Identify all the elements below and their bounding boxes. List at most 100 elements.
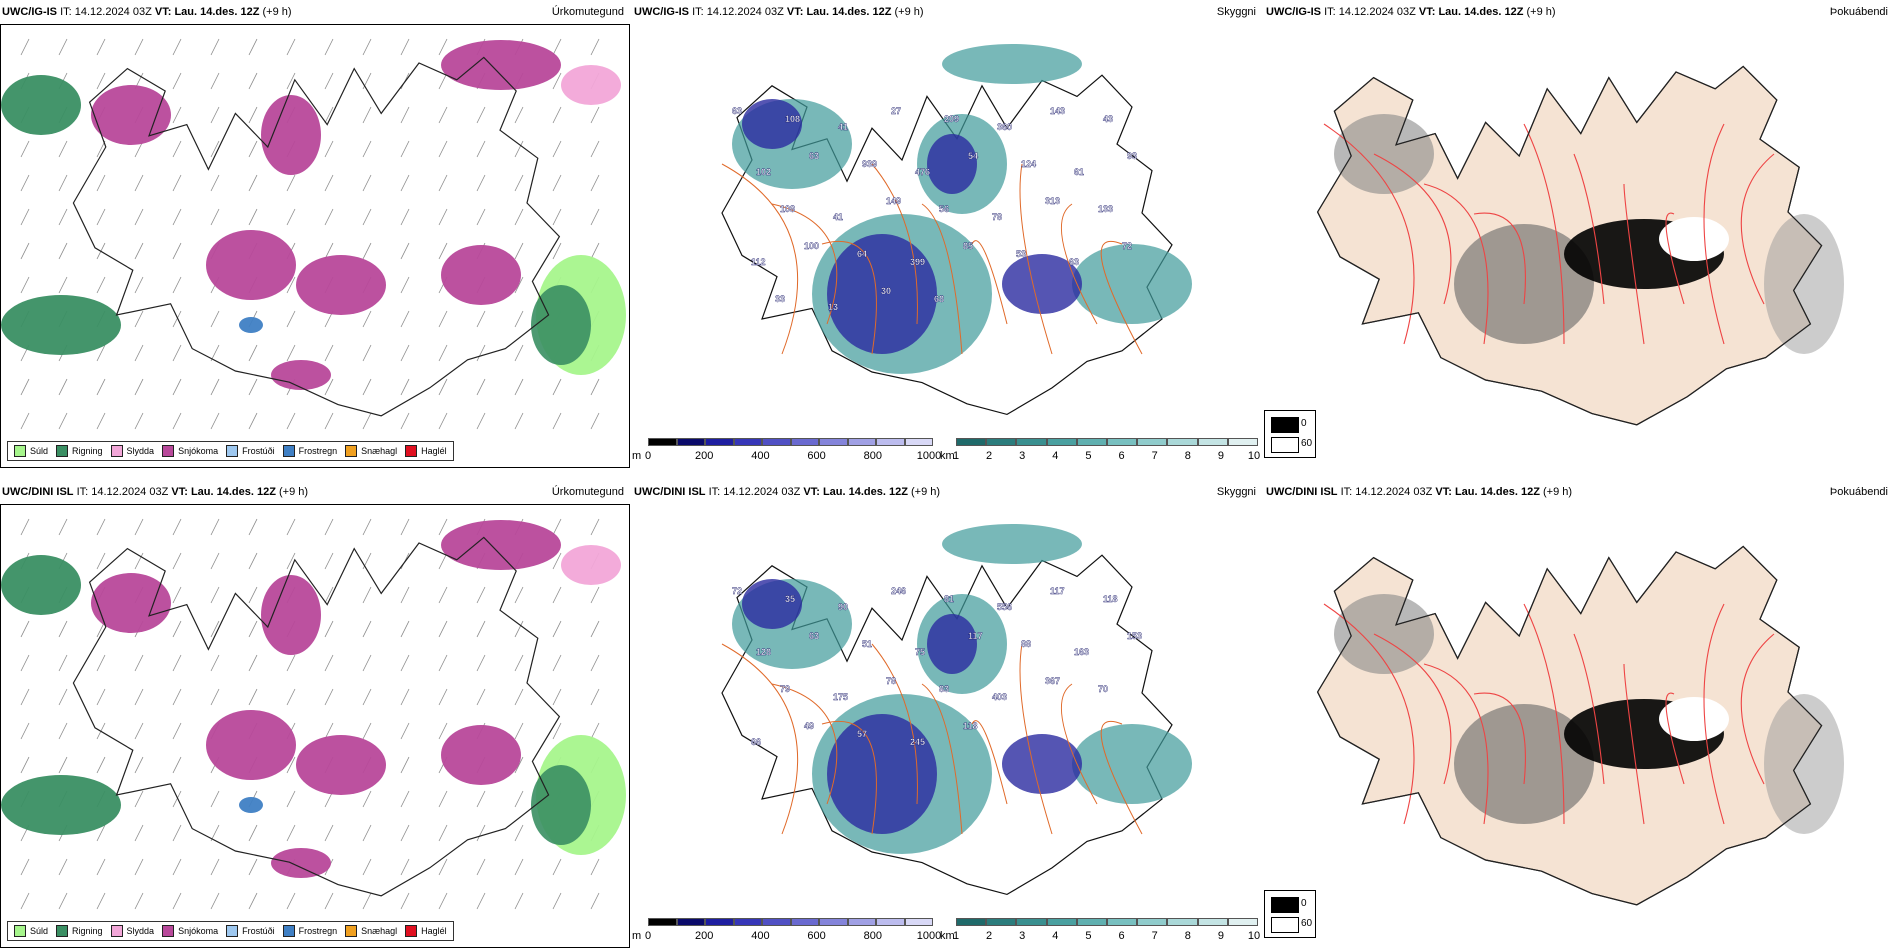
snow-area	[91, 573, 171, 633]
wind-barb	[286, 552, 296, 570]
fog-legend-white	[1271, 917, 1299, 933]
wind-barb	[514, 824, 524, 842]
legend-label: Frostregn	[298, 446, 338, 456]
cloud-base-label: 56	[939, 204, 949, 214]
colorbar-tick: 10	[1247, 930, 1261, 942]
wind-barb	[400, 722, 410, 740]
cloud-base-label: 133	[1098, 204, 1113, 214]
cloud-base-label: 112	[751, 257, 766, 267]
road	[821, 240, 877, 355]
cloud-base-label: 78	[886, 676, 896, 686]
wind-barb	[134, 208, 144, 226]
wind-barb	[476, 174, 486, 192]
wind-barb	[134, 722, 144, 740]
roads	[721, 643, 1143, 835]
colorbar-tick: 400	[751, 930, 770, 942]
cloud-base-label: 108	[780, 204, 795, 214]
wind-barb	[248, 412, 258, 430]
wind-barb	[324, 722, 334, 740]
wind-barb	[476, 310, 486, 328]
wind-barb	[210, 378, 220, 396]
cloud-base-label: 163	[1074, 647, 1089, 657]
colorbar-segment	[1107, 438, 1138, 446]
cloud-base-label: 149	[886, 196, 901, 206]
wind-barb	[286, 518, 296, 536]
wind-barb	[324, 688, 334, 706]
colorbar-segment	[1046, 438, 1077, 446]
wind-barb	[400, 858, 410, 876]
wind-barb	[248, 378, 258, 396]
wind-barb	[552, 552, 562, 570]
wind-barb	[438, 208, 448, 226]
cloud-base-label: 108	[785, 114, 800, 124]
rain-area	[1, 295, 121, 355]
wind-barb	[20, 722, 30, 740]
wind-barb	[210, 38, 220, 56]
legend-label: Snæhagl	[361, 926, 398, 936]
sleet-area	[561, 545, 621, 585]
wind-barb	[362, 72, 372, 90]
fog-area	[1334, 114, 1434, 194]
wind-barb	[172, 208, 182, 226]
wind-barb	[438, 378, 448, 396]
wind-barb	[400, 174, 410, 192]
legend-swatch	[282, 445, 295, 457]
cloud-base-label: 66	[751, 737, 761, 747]
colorbar-segment	[733, 438, 762, 446]
legend-label: Súld	[30, 446, 49, 456]
wind-barb	[514, 106, 524, 124]
precip-legend-item: Frostregn	[282, 445, 338, 457]
wind-barb	[400, 620, 410, 638]
wind-barb	[58, 412, 68, 430]
legend-swatch	[282, 925, 295, 937]
colorbar-tick: 0	[644, 930, 652, 942]
wind-barb	[210, 790, 220, 808]
road	[971, 720, 1008, 805]
road	[1019, 163, 1053, 355]
colorbar-segment	[956, 918, 987, 926]
wind-barb	[20, 756, 30, 774]
legend-swatch	[14, 925, 26, 937]
road	[1100, 720, 1143, 835]
wind-barb	[362, 790, 372, 808]
wind-barb	[590, 208, 600, 226]
colorbar-tick: 400	[751, 450, 770, 462]
wind-barb	[210, 688, 220, 706]
road	[1473, 692, 1526, 785]
wind-barb	[438, 38, 448, 56]
road	[1060, 683, 1098, 805]
wind-barb	[324, 208, 334, 226]
road	[1523, 123, 1565, 345]
wind-barb	[438, 586, 448, 604]
wind-barb	[514, 174, 524, 192]
road	[1703, 123, 1725, 345]
panel-header: UWC/DINI ISL IT: 14.12.2024 03Z VT: Lau.…	[2, 486, 624, 498]
wind-barb	[514, 790, 524, 808]
colorbar-tick: 6	[1118, 930, 1125, 942]
wind-barb	[58, 174, 68, 192]
wind-barb	[286, 344, 296, 362]
wind-barb	[476, 790, 486, 808]
cloud-base-label: 153	[1127, 631, 1142, 641]
freezing-rain-area	[239, 797, 263, 813]
wind-barb	[20, 276, 30, 294]
wind-barb	[96, 892, 106, 910]
precip-legend-item: Haglél	[405, 925, 447, 937]
map-frame: Súld Rigning Slydda Snjókoma Frostúði Frostre…	[0, 504, 630, 948]
snow-area	[206, 230, 296, 300]
wind-barb	[248, 72, 258, 90]
wind-barb	[286, 892, 296, 910]
wind-barb	[96, 276, 106, 294]
cloud-base-label: 118	[1103, 594, 1118, 604]
wind-barb	[96, 174, 106, 192]
wind-barb	[590, 106, 600, 124]
cloud-base-label: 51	[862, 639, 872, 649]
wind-barb	[210, 654, 220, 672]
cloud-base-label: 79	[780, 684, 790, 694]
colorbar-tick: 9	[1217, 450, 1224, 462]
wind-barb	[552, 242, 562, 260]
colorbar-segment	[1107, 918, 1138, 926]
road	[1423, 183, 1489, 345]
road	[1323, 123, 1415, 345]
wind-barb	[362, 344, 372, 362]
